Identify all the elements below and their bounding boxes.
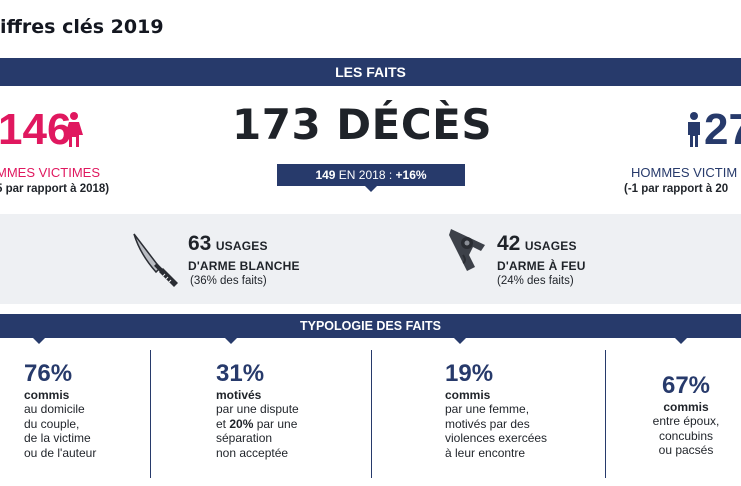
weapons-band <box>0 214 741 304</box>
typology-percent: 19% <box>445 360 494 387</box>
typology-line: au domicile <box>24 402 85 416</box>
typology-line: par une femme, <box>445 402 530 416</box>
typology-line: violences exercées <box>445 431 548 445</box>
weapon-unit: USAGES <box>524 239 577 253</box>
column-divider <box>605 350 606 478</box>
woman-icon <box>65 112 83 147</box>
typology-line: à leur encontre <box>445 445 526 460</box>
typology-percent: 76% <box>24 360 73 387</box>
men-victims-compare: (-1 par rapport à 20 <box>624 183 729 195</box>
column-pointer <box>225 338 237 344</box>
column-pointer <box>454 338 466 344</box>
weapon-share: (24% des faits) <box>497 275 574 287</box>
typology-percent: 67% <box>661 372 711 399</box>
revolver-icon <box>449 229 485 271</box>
section-header-typologie: TYPOLOGIE DES FAITS <box>0 314 741 338</box>
deaths-prev-text: EN 2018 : <box>335 168 396 182</box>
section-header-faits: LES FAITS <box>0 58 741 86</box>
weapon-unit: USAGES <box>215 239 268 253</box>
weapon-stat-firearm: 42 USAGES <box>497 232 577 256</box>
women-victims-label: MMES VICTIMES <box>0 165 101 180</box>
typology-keyword: commis <box>24 388 70 402</box>
typology-line: et 20% par une <box>216 417 299 432</box>
typology-line-percent: 20% <box>229 416 254 431</box>
knife-icon <box>133 233 178 287</box>
weapon-type: D'ARME BLANCHE <box>188 259 300 273</box>
typology-percent: 31% <box>216 360 265 387</box>
typology-line: entre époux, <box>652 414 720 428</box>
deaths-prev-value: 149 <box>315 168 336 182</box>
weapon-share: (36% des faits) <box>190 275 267 287</box>
column-divider <box>371 350 372 478</box>
men-victims-number: 27 <box>704 105 741 154</box>
typology-line: motivés par des <box>445 416 530 431</box>
deaths-comparison-badge: 149 EN 2018 : +16% <box>277 164 465 186</box>
typology-item: 31% motivés par une dispute et 20% par u… <box>216 360 299 460</box>
typology-keyword: commis <box>445 388 491 402</box>
badge-pointer <box>365 186 377 192</box>
typology-line: concubins <box>658 428 714 443</box>
typology-keyword: motivés <box>216 388 262 402</box>
typology-item: 76% commis au domicile du couple, de la … <box>24 360 96 460</box>
page-title: iffres clés 2019 <box>0 16 164 38</box>
column-divider <box>150 350 151 478</box>
deaths-change: +16% <box>395 168 427 182</box>
weapon-type: D'ARME À FEU <box>497 259 586 273</box>
typology-line-suffix: par une <box>253 416 298 431</box>
typology-line: ou pacsés <box>658 443 714 457</box>
man-icon <box>688 112 700 147</box>
typology-item: 19% commis par une femme, motivés par de… <box>445 360 547 460</box>
typology-line: de la victime <box>24 431 91 445</box>
typology-line: par une dispute <box>216 402 299 416</box>
weapon-count: 42 <box>497 232 521 255</box>
weapon-count: 63 <box>188 232 212 255</box>
women-victims-compare: 5 par rapport à 2018) <box>0 183 110 195</box>
typology-line: non acceptée <box>216 445 289 460</box>
deaths-title: 173 DÉCÈS <box>232 100 493 149</box>
typology-item: 67% commis entre époux, concubins ou pac… <box>650 372 722 458</box>
typology-keyword: commis <box>663 400 709 414</box>
typology-line: séparation <box>216 431 273 445</box>
typology-line: du couple, <box>24 416 80 431</box>
typology-line-prefix: et <box>216 416 230 431</box>
column-pointer <box>675 338 687 344</box>
column-pointer <box>33 338 45 344</box>
typology-line: ou de l'auteur <box>24 445 97 460</box>
women-victims-number: 146 <box>0 105 72 154</box>
men-victims-label: HOMMES VICTIM <box>631 165 738 180</box>
weapon-stat-blade: 63 USAGES <box>188 232 268 256</box>
